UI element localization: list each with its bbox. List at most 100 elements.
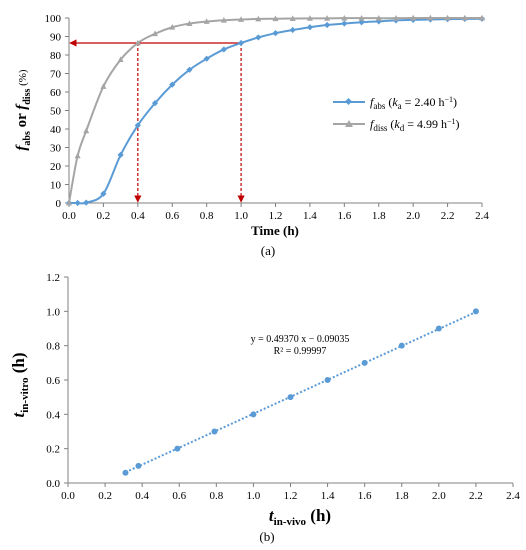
legend-item-fabs: fabs (ka = 2.40 h−1) [333,95,457,111]
trendline-r2: R² = 0.99997 [274,346,327,357]
panel-a-tick-labels: 0.0 0.2 0.4 0.6 0.8 1.0 1.2 1.4 1.6 1.8 2.0 2.2 2.4 0… [45,13,490,222]
trendline-dotted [125,311,477,474]
panel-a-legend: fabs (ka = 2.40 h−1) fdiss (kd = 4.99 h−… [333,95,459,133]
panel-b-x-tick-label: 2.2 [469,490,483,502]
panel-a-y-tick-label: 40 [50,124,62,136]
panel-b-x-tick-label: 0.0 [61,490,75,502]
data-point-fabs [220,46,227,53]
panel-a-x-tick-label: 1.0 [234,210,248,222]
data-point-fdiss [306,15,313,21]
panel-b-x-tick-label: 0.2 [98,490,112,502]
panel-b-points [122,308,479,476]
panel-b-x-tick-label: 1.8 [395,490,409,502]
data-point [435,325,442,332]
legend-marker-fdiss [345,120,353,127]
data-point-fdiss [186,20,193,26]
panel-b-x-axis-title: tin-vivo (h) [269,506,331,528]
panel-b-x-tick-label: 2.4 [506,490,520,502]
panel-b-x-tick-label: 0.4 [135,490,149,502]
data-point-fdiss [392,14,399,21]
data-point [361,359,368,366]
panel-a-y-tick-label: 20 [50,161,62,173]
data-point-fdiss [66,199,72,206]
data-point-fdiss [203,18,210,24]
panel-b-x-tick-label: 2.0 [432,490,446,502]
panel-a-x-tick-label: 1.2 [269,210,283,222]
panel-b-y-tick-label: 1.0 [46,306,60,318]
trendline-equation: y = 0.49370 x − 0.09035 [251,334,350,345]
data-point-fabs [117,151,124,159]
panel-a-x-tick-label: 1.8 [372,210,386,222]
data-point-fdiss [324,15,331,21]
data-point-fdiss [100,83,107,89]
data-point-fdiss [169,24,176,30]
data-point-fabs [186,66,193,73]
data-point [324,377,331,383]
data-point [250,411,257,418]
data-point-fabs [324,21,331,29]
legend-label-fdiss: fdiss (kd = 4.99 h−1) [370,117,459,133]
data-point-fabs [169,81,176,88]
data-point-fdiss [461,14,468,21]
panel-a-x-tick-label: 0.6 [165,210,179,222]
panel-a-label: (a) [261,243,275,258]
panel-b-y-tick-label: 0.6 [46,375,60,387]
series-line-fabs [68,17,483,205]
data-point [211,428,218,435]
panel-a-y-tick-label: 70 [50,69,62,81]
data-point-fdiss [479,14,485,21]
panel-b-label: (b) [259,529,274,544]
panel-a-axes [65,17,483,207]
panel-b-x-tick-label: 0.8 [209,490,223,502]
data-point-fabs [83,199,90,206]
panel-b-y-tick-label: 0.8 [46,341,60,353]
panel-b-x-tick-label: 1.0 [247,490,261,502]
data-point [122,469,129,476]
panel-a-x-tick-label: 1.6 [337,210,351,222]
data-point [472,308,479,315]
data-point-fabs [306,24,314,31]
data-point-fdiss [427,14,434,21]
data-point-fabs [151,99,159,107]
panel-b: 0.0 0.2 0.4 0.6 0.8 1.0 1.2 1.4 1.6 1.8 2.0 2.2 2.4 0… [9,272,520,544]
data-point-fabs [341,20,348,27]
panel-b-y-tick-label: 1.2 [46,272,60,284]
data-point-fabs [289,26,296,34]
panel-b-tick-labels: 0.0 0.2 0.4 0.6 0.8 1.0 1.2 1.4 1.6 1.8 2.0 2.2 2.4 0… [46,272,520,502]
series-line-fdiss [68,16,482,204]
data-point-fdiss [238,16,245,22]
data-point [174,445,181,452]
panel-b-trendline [125,311,477,474]
data-point-fabs [100,190,107,197]
panel-b-x-tick-label: 1.2 [284,490,298,502]
data-point-fdiss [341,14,348,21]
data-point-fabs [272,30,279,37]
panel-a-x-tick-label: 0.8 [200,210,214,222]
data-point-fdiss [74,152,81,159]
data-point-fdiss [444,14,451,21]
panel-b-y-axis-title: tin-vitro (h) [9,352,31,417]
panel-a-y-tick-label: 100 [45,13,62,25]
data-point-fabs [134,122,141,129]
panel-b-axes [64,276,514,487]
data-point-fdiss [255,15,262,22]
data-point-fdiss [272,15,279,22]
data-point-fabs [255,34,262,41]
panel-a-y-tick-label: 50 [50,106,62,118]
panel-a-x-tick-label: 0.2 [97,210,111,222]
data-point [287,394,294,401]
panel-a: 0.0 0.2 0.4 0.6 0.8 1.0 1.2 1.4 1.6 1.8 2.0 2.2 2.4 0… [14,13,489,258]
data-point-fdiss [134,39,141,46]
panel-a-x-tick-label: 2.0 [406,210,420,222]
data-point-fdiss [117,56,124,63]
data-point [398,342,405,349]
panel-a-y-tick-label: 80 [50,50,62,62]
data-point-fabs [74,199,81,207]
panel-a-annotations [69,39,245,203]
panel-b-x-tick-label: 0.6 [172,490,186,502]
data-point [135,462,142,469]
panel-a-y-tick-label: 30 [50,143,62,155]
panel-a-x-tick-label: 2.4 [475,210,489,222]
panel-a-y-tick-label: 10 [50,180,62,192]
